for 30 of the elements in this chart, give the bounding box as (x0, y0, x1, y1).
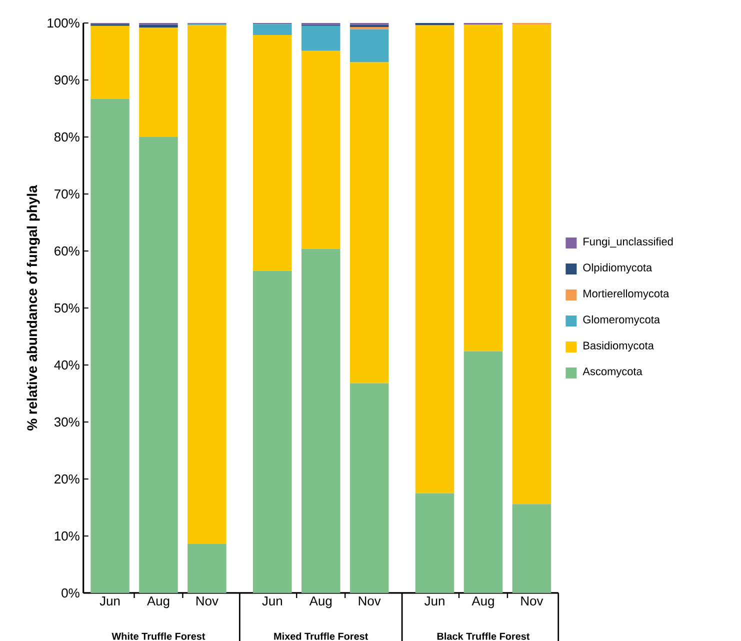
x-tick-label: Aug (146, 596, 170, 608)
x-tick-label: Aug (472, 596, 494, 608)
legend-label: Olpidiomycota (583, 263, 652, 274)
x-tick-label: Aug (309, 596, 332, 608)
y-tick-label: 30% (54, 417, 80, 427)
y-tick-label: 70% (54, 189, 80, 199)
legend-label: Basidiomycota (584, 341, 654, 352)
y-axis-title: % relative abundance of fungal phyla (26, 185, 40, 430)
y-tick-label: 10% (54, 531, 80, 541)
y-tick-label: 0% (62, 588, 80, 598)
y-tick-label: 50% (54, 303, 80, 313)
legend-label: Fungi_unclassified (584, 237, 673, 248)
x-tick-label: Jun (100, 596, 120, 606)
y-tick-label: 20% (54, 474, 80, 484)
y-tick-label: 40% (54, 360, 80, 370)
x-tick-label: Jun (262, 596, 282, 606)
text: Black Truffle Forest (437, 632, 530, 640)
x-tick-label: Nov (521, 596, 544, 606)
legend-label: Mortierellomycota (584, 289, 670, 300)
y-tick-label: 100% (48, 18, 80, 28)
legend-label: Glomeromycota (583, 315, 660, 326)
y-tick-label: 60% (54, 246, 80, 256)
text: Mixed Truffle Forest (274, 632, 368, 640)
legend-label: Ascomycota (582, 368, 642, 378)
x-tick-label: Nov (196, 596, 218, 606)
y-tick-label: 90% (54, 75, 80, 85)
text: White Truffle Forest (112, 632, 206, 640)
x-tick-label: Jun (424, 596, 444, 606)
y-tick-label: 80% (54, 132, 80, 142)
x-tick-label: Nov (358, 596, 381, 606)
